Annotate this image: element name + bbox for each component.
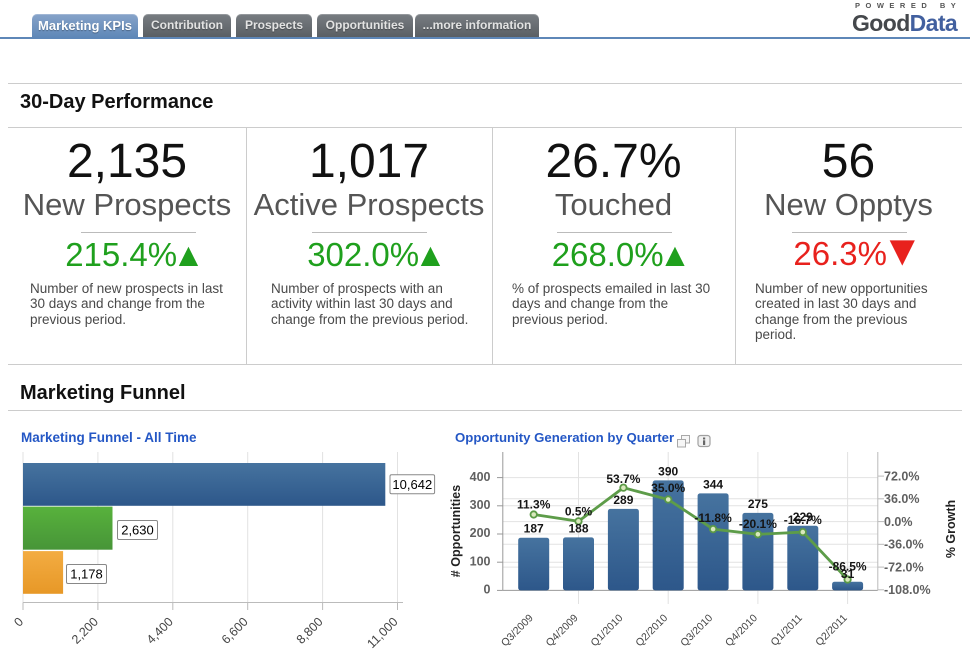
svg-text:Q4/2009: Q4/2009 bbox=[544, 612, 581, 649]
svg-text:35.0%: 35.0% bbox=[651, 481, 685, 495]
svg-text:11.3%: 11.3% bbox=[517, 498, 551, 512]
svg-text:400: 400 bbox=[470, 470, 491, 484]
svg-text:200: 200 bbox=[470, 526, 491, 540]
svg-text:1,178: 1,178 bbox=[70, 567, 103, 582]
svg-text:229: 229 bbox=[793, 510, 813, 524]
svg-text:72.0%: 72.0% bbox=[884, 469, 919, 483]
svg-text:31: 31 bbox=[841, 567, 855, 581]
svg-text:289: 289 bbox=[613, 493, 633, 507]
svg-text:188: 188 bbox=[568, 521, 588, 535]
svg-text:187: 187 bbox=[524, 522, 544, 536]
svg-text:-20.1%: -20.1% bbox=[739, 517, 777, 531]
svg-text:% Growth: % Growth bbox=[944, 500, 958, 558]
svg-text:Q1/2011: Q1/2011 bbox=[768, 612, 805, 649]
svg-text:-86.5%: -86.5% bbox=[829, 560, 867, 574]
svg-text:0.0%: 0.0% bbox=[884, 515, 913, 529]
svg-text:100: 100 bbox=[470, 554, 491, 568]
svg-text:0.5%: 0.5% bbox=[565, 504, 593, 518]
svg-text:Q3/2009: Q3/2009 bbox=[499, 612, 536, 649]
svg-text:275: 275 bbox=[748, 497, 768, 511]
svg-text:8,800: 8,800 bbox=[294, 615, 326, 647]
svg-text:-11.8%: -11.8% bbox=[694, 511, 732, 525]
svg-text:11,000: 11,000 bbox=[364, 615, 400, 651]
svg-text:2,630: 2,630 bbox=[121, 523, 154, 538]
svg-text:-16.7%: -16.7% bbox=[784, 513, 822, 527]
svg-text:# Opportunities: # Opportunities bbox=[450, 485, 463, 577]
svg-text:0: 0 bbox=[484, 583, 491, 597]
svg-text:-36.0%: -36.0% bbox=[884, 538, 924, 552]
svg-text:300: 300 bbox=[470, 498, 491, 512]
svg-text:6,600: 6,600 bbox=[219, 615, 251, 647]
svg-text:53.7%: 53.7% bbox=[606, 472, 640, 486]
svg-text:-72.0%: -72.0% bbox=[884, 560, 924, 574]
svg-text:2,200: 2,200 bbox=[69, 615, 101, 647]
svg-text:390: 390 bbox=[658, 464, 678, 478]
svg-text:Q3/2010: Q3/2010 bbox=[678, 612, 715, 649]
svg-text:Q2/2011: Q2/2011 bbox=[813, 612, 850, 649]
svg-text:344: 344 bbox=[703, 477, 723, 491]
svg-text:10,642: 10,642 bbox=[392, 477, 432, 492]
svg-text:Q4/2010: Q4/2010 bbox=[723, 612, 760, 649]
svg-text:4,400: 4,400 bbox=[144, 615, 176, 647]
svg-text:Q1/2010: Q1/2010 bbox=[589, 612, 626, 649]
svg-text:-108.0%: -108.0% bbox=[884, 583, 931, 597]
svg-text:Q2/2010: Q2/2010 bbox=[633, 612, 670, 649]
svg-text:0: 0 bbox=[11, 615, 26, 630]
svg-text:36.0%: 36.0% bbox=[884, 492, 919, 506]
